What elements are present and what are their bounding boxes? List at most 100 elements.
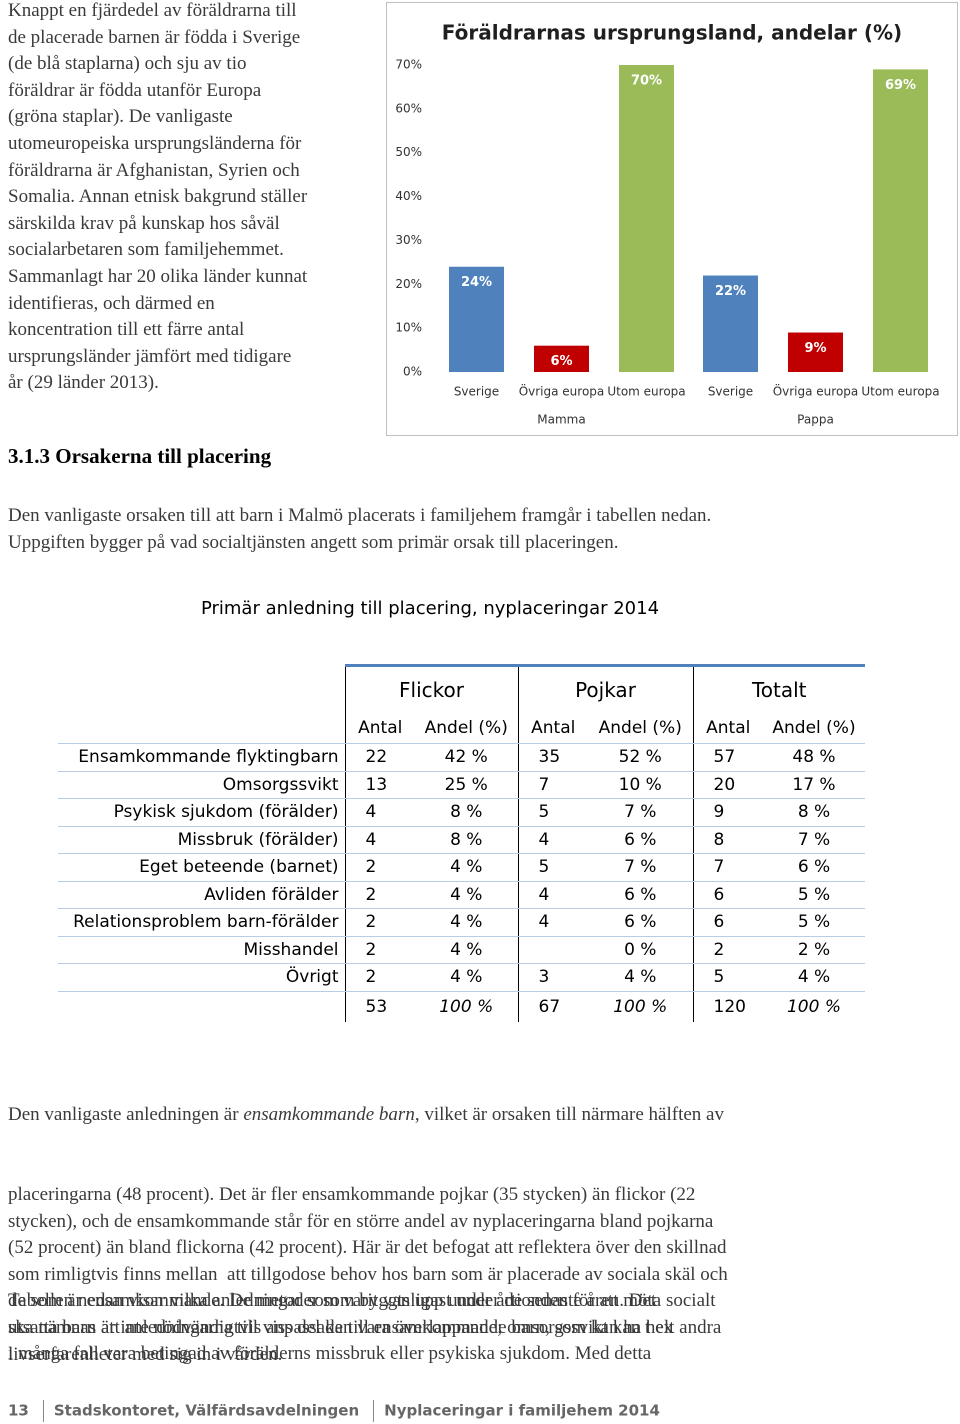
table-title: Primär anledning till placering, nyplace… — [200, 598, 660, 619]
cell: 48 % — [763, 743, 865, 772]
value-label: 9% — [804, 341, 826, 356]
value-label: 24% — [461, 275, 492, 290]
table-row: Missbruk (förälder) 4 8 % 4 6 % 8 7 % — [58, 826, 865, 854]
cell: 57 — [692, 743, 763, 772]
total-row: 53 100 % 67 100 % 120 100 % — [58, 991, 865, 1022]
group-label: Pappa — [797, 413, 834, 427]
table-row: Psykisk sjukdom (förälder) 4 8 % 5 7 % 9 8 % — [58, 798, 865, 827]
total-cell: 53 — [344, 991, 415, 1022]
cell: 3 — [517, 963, 588, 992]
cell: 4 — [517, 908, 588, 937]
group-header: Totalt — [692, 664, 865, 713]
cell: 2 % — [763, 936, 865, 964]
table-row: Ensamkommande flyktingbarn 22 42 % 35 52 % 57… — [58, 743, 865, 772]
cell: 4 — [517, 826, 588, 854]
cell: 7 % — [588, 798, 693, 827]
total-cell: 100 % — [613, 996, 668, 1017]
text-line: placeringarna (48 procent). Det är fler … — [8, 1183, 696, 1205]
text-line: Sammanlagt har 20 olika länder kunnat — [8, 265, 308, 287]
cell: 8 % — [415, 798, 518, 827]
row-label: Avliden förälder — [58, 881, 345, 909]
cell: 6 — [692, 908, 763, 937]
text-line: koncentration till ett färre antal — [8, 319, 245, 341]
text-line: Uppgiften bygger på vad socialtjänsten a… — [8, 531, 619, 553]
cell: 8 % — [415, 826, 518, 854]
text-line: utomeuropeiska ursprungsländerna för — [8, 132, 302, 154]
text-line: ursprungsländer jämfört med tidigare — [8, 345, 292, 367]
row-label: Ensamkommande flyktingbarn — [58, 743, 345, 772]
cell: 5 % — [763, 881, 865, 909]
cell: 52 % — [588, 743, 693, 772]
text-line: livserfarenheter med sig in i vården. — [8, 1343, 283, 1365]
y-tick-label: 40% — [395, 189, 422, 203]
value-label: 70% — [631, 74, 662, 89]
y-tick-label: 50% — [395, 145, 422, 159]
cell: 4 — [517, 881, 588, 909]
bar — [788, 332, 843, 372]
sub-header: Antal — [692, 713, 763, 744]
y-tick-label: 70% — [395, 58, 422, 72]
x-tick-label: Sverige — [454, 385, 499, 399]
x-tick-label: Övriga europa — [519, 383, 605, 399]
table-row: Eget beteende (barnet) 2 4 % 5 7 % 7 6 % — [58, 853, 865, 882]
sub-header: Andel (%) — [763, 713, 865, 744]
text-line: Tabellen nedan visar vilka anledningar s… — [8, 1290, 657, 1311]
total-cell: 67 — [517, 991, 588, 1022]
text-line: stycken), och de ensamkommande står för … — [8, 1210, 714, 1232]
total-cell: 100 % — [439, 996, 494, 1017]
row-label: Missbruk (förälder) — [58, 826, 345, 854]
bar — [619, 65, 674, 372]
row-label: Övrigt — [58, 963, 345, 992]
text-line: i många fall vara betingad av förälderns… — [8, 1343, 652, 1365]
table-row: Omsorgssvikt 13 25 % 7 10 % 20 17 % — [58, 771, 865, 799]
cell: 4 % — [763, 963, 865, 992]
cell: 4 — [344, 826, 415, 854]
value-label: 69% — [885, 78, 916, 93]
sub-header: Andel (%) — [588, 713, 693, 744]
table-row: Övrigt 2 4 % 3 4 % 5 4 % — [58, 963, 865, 992]
text-line: Den vanligaste anledningen är ensamkomma… — [8, 1102, 728, 1129]
sub-header: Antal — [344, 713, 415, 744]
cell: 4 % — [415, 908, 518, 937]
cell: 2 — [344, 881, 415, 909]
text-line: de som är ensamkommande. De metoder som … — [8, 1290, 716, 1312]
cell: 5 % — [763, 908, 865, 937]
cell: 7 % — [763, 826, 865, 854]
y-tick-label: 30% — [395, 233, 422, 247]
cell: 8 — [692, 826, 763, 854]
cell: 2 — [692, 936, 763, 964]
x-tick-label: Utom europa — [607, 385, 685, 399]
row-label: Eget beteende (barnet) — [58, 853, 345, 882]
cell: 7 — [517, 771, 588, 799]
group-label: Mamma — [537, 413, 585, 427]
cell: 9 — [692, 798, 763, 827]
cell: 6 % — [588, 881, 693, 909]
text-line: föräldrarna är Afghanistan, Syrien och — [8, 159, 300, 181]
cell: 4 % — [415, 881, 518, 909]
page-number: 13 — [8, 1401, 29, 1420]
value-label: 22% — [715, 284, 746, 299]
cell: 7 — [692, 853, 763, 882]
text-line: identifieras, och därmed en — [8, 292, 215, 314]
cell: 35 — [517, 743, 588, 772]
cell: 17 % — [763, 771, 865, 799]
conclusion: Den vanligaste anledningen är ensamkomma… — [8, 1049, 728, 1364]
text-line: de placerade barnen är födda i Sverige — [8, 26, 301, 48]
group-header: Flickor — [344, 664, 518, 713]
table: Flickor Pojkar Totalt Antal Andel (%) Antal An… — [58, 664, 865, 1022]
cell: 6 — [692, 881, 763, 909]
corner-cell — [58, 991, 345, 1022]
x-tick-label: Sverige — [708, 385, 753, 399]
bar — [449, 266, 504, 372]
cell: 2 — [344, 853, 415, 882]
cell: 4 % — [415, 963, 518, 992]
text-line: Knappt en fjärdedel av föräldrarna till — [8, 0, 297, 21]
group-header-row: Flickor Pojkar Totalt — [58, 664, 865, 713]
cell: 8 % — [763, 798, 865, 827]
bar — [873, 69, 928, 372]
text-line: år (29 länder 2013). — [8, 372, 159, 394]
cell: 6 % — [588, 908, 693, 937]
row-label: Relationsproblem barn-förälder — [58, 908, 345, 937]
y-tick-label: 10% — [395, 321, 422, 335]
sub-header-row: Antal Andel (%) Antal Andel (%) Antal Andel (… — [58, 713, 865, 744]
